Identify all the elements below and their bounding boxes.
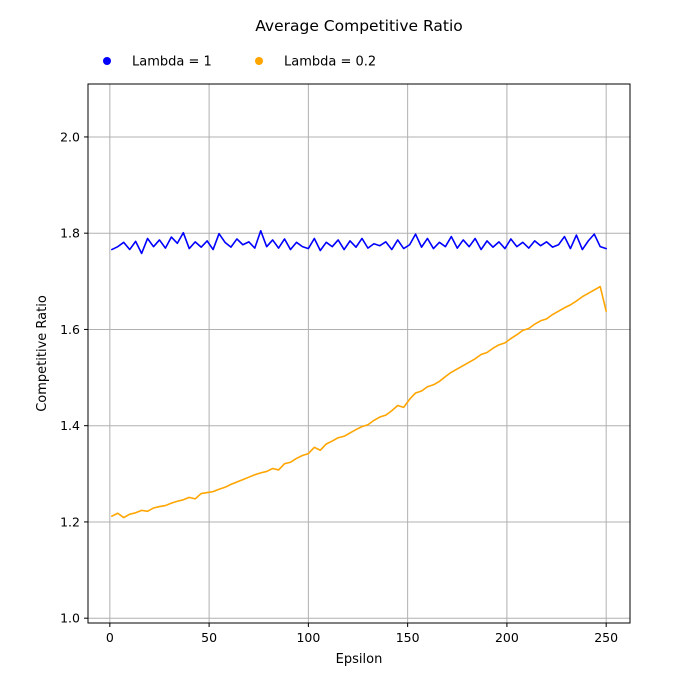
legend-marker-lambda-1 [103, 57, 111, 65]
legend-item-lambda-0-2[interactable]: Lambda = 0.2 [255, 55, 376, 70]
series-lines [111, 229, 607, 519]
x-tick-label: 100 [296, 630, 320, 645]
y-tick-label: 2.0 [60, 129, 80, 144]
legend-item-lambda-1[interactable]: Lambda = 1 [103, 55, 212, 70]
legend: Lambda = 1 Lambda = 0.2 [103, 55, 376, 70]
y-tick-label: 1.0 [60, 611, 80, 626]
y-axis-label: Competitive Ratio [35, 295, 50, 412]
legend-label-lambda-0-2: Lambda = 0.2 [284, 55, 376, 70]
series-line-lambda-1 [111, 229, 607, 255]
x-tick-label: 50 [201, 630, 217, 645]
x-tick-label: 200 [495, 630, 519, 645]
y-tick-label: 1.4 [60, 418, 80, 433]
grid [88, 84, 630, 623]
legend-label-lambda-1: Lambda = 1 [132, 55, 212, 70]
plot-frame [87, 83, 631, 624]
x-tick-label: 250 [594, 630, 618, 645]
legend-marker-lambda-0-2 [255, 57, 263, 65]
x-tick-label: 0 [106, 630, 114, 645]
y-tick-label: 1.8 [60, 226, 80, 241]
series-line-lambda-0-2 [111, 285, 607, 519]
x-axis-label: Epsilon [336, 652, 383, 667]
y-tick-label: 1.6 [60, 322, 80, 337]
ticks: 0 50 100 150 200 250 1.0 1.2 1.4 1.6 1.8 2.0 [60, 129, 618, 645]
chart-title: Average Competitive Ratio [255, 17, 463, 35]
y-tick-label: 1.2 [60, 514, 80, 529]
x-tick-label: 150 [396, 630, 420, 645]
